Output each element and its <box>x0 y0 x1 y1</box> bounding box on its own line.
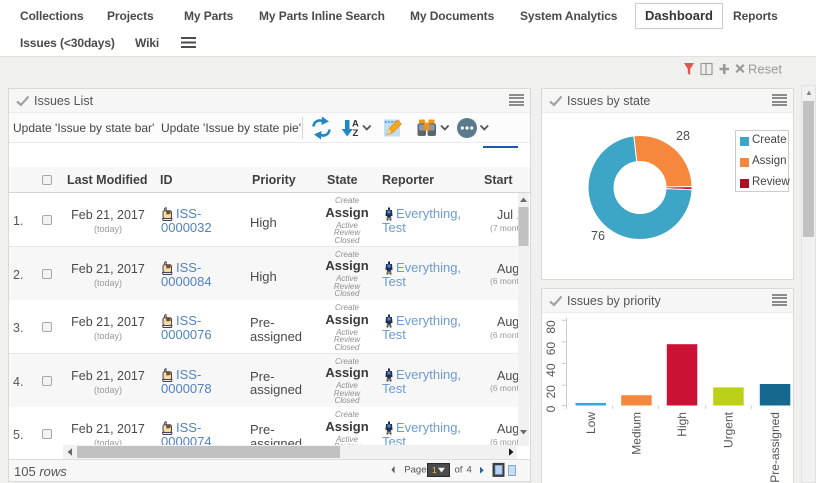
svg-text:20: 20 <box>544 385 558 399</box>
svg-text:Z: Z <box>353 128 359 139</box>
svg-text:80: 80 <box>544 320 558 334</box>
svg-text:1: 1 <box>432 465 437 475</box>
svg-text:4: 4 <box>467 465 472 476</box>
svg-text:Page: Page <box>404 465 426 476</box>
svg-text:40: 40 <box>544 363 558 377</box>
svg-text:Reset: Reset <box>748 62 782 77</box>
svg-text:Urgent: Urgent <box>721 411 735 448</box>
svg-text:Low: Low <box>584 412 598 434</box>
svg-text:of: of <box>455 465 463 476</box>
svg-text:Medium: Medium <box>630 412 644 455</box>
svg-text:A: A <box>352 119 359 130</box>
svg-text:High: High <box>675 412 689 437</box>
svg-text:0: 0 <box>544 405 558 412</box>
svg-text:Pre-assigned: Pre-assigned <box>768 412 782 483</box>
svg-text:60: 60 <box>544 342 558 356</box>
